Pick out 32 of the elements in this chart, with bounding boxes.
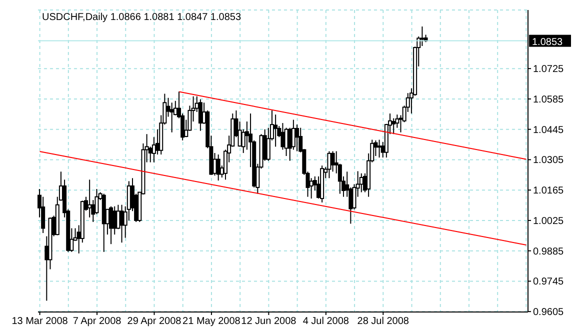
- x-tick-label: 28 Jul 2008: [357, 316, 410, 328]
- candlestick: [420, 26, 424, 47]
- candlestick: [377, 139, 382, 158]
- x-tick-label: 29 Apr 2008: [127, 316, 182, 328]
- candlestick: [327, 150, 332, 179]
- candlestick: [109, 206, 114, 245]
- x-tick-label: 12 Jun 2008: [241, 316, 297, 328]
- x-tick-label: 4 Jul 2008: [302, 316, 350, 328]
- candlestick: [330, 150, 335, 172]
- candlestick: [280, 122, 285, 150]
- chart-title: USDCHF,Daily 1.0866 1.0881 1.0847 1.0853: [42, 12, 242, 23]
- y-tick-label: 1.0025: [533, 216, 564, 227]
- y-tick-label: 0.9745: [533, 276, 564, 288]
- candlestick: [198, 98, 202, 132]
- x-tick-label: 21 May 2008: [182, 316, 241, 328]
- y-tick-label: 0.9605: [533, 307, 564, 318]
- x-tick-label: 7 Apr 2008: [72, 316, 122, 328]
- candlestick: [170, 102, 174, 133]
- candlestick: [295, 124, 300, 152]
- candlestick: [112, 206, 117, 236]
- ref-line-label: 1.0853: [532, 36, 564, 48]
- y-tick-label: 1.0165: [533, 186, 564, 197]
- y-tick-label: 1.0445: [533, 124, 564, 136]
- x-tick-label: 13 Mar 2008: [12, 316, 68, 328]
- y-tick-label: 1.0725: [533, 64, 564, 76]
- candlestick: [392, 118, 396, 135]
- candlestick: [274, 114, 278, 148]
- candlestick: [216, 154, 220, 182]
- y-tick-label: 1.0585: [533, 94, 564, 106]
- y-tick-label: 0.9885: [533, 246, 564, 258]
- y-tick-label: 1.0305: [533, 155, 564, 166]
- candlestick: [88, 179, 92, 218]
